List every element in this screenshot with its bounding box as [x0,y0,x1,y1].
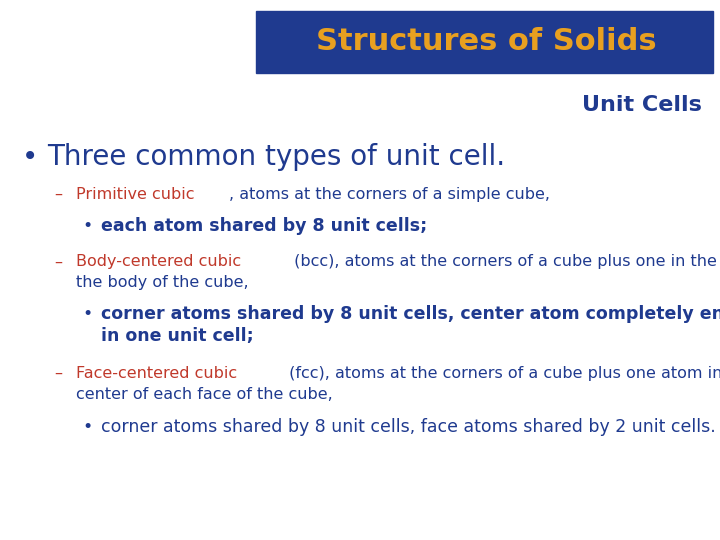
Text: (bcc), atoms at the corners of a cube plus one in the center of: (bcc), atoms at the corners of a cube pl… [289,254,720,269]
Text: the body of the cube,: the body of the cube, [76,275,248,290]
Text: Body-centered cubic: Body-centered cubic [76,254,240,269]
Text: Face-centered cubic: Face-centered cubic [76,366,237,381]
Text: corner atoms shared by 8 unit cells, face atoms shared by 2 unit cells.: corner atoms shared by 8 unit cells, fac… [101,417,716,436]
Text: corner atoms shared by 8 unit cells, center atom completely enclosed: corner atoms shared by 8 unit cells, cen… [101,305,720,323]
Text: Primitive cubic: Primitive cubic [76,187,194,202]
FancyBboxPatch shape [256,11,713,73]
Text: each atom shared by 8 unit cells;: each atom shared by 8 unit cells; [101,217,427,235]
Text: , atoms at the corners of a simple cube,: , atoms at the corners of a simple cube, [228,187,549,202]
Text: •: • [83,417,93,436]
Text: •: • [83,217,93,235]
Text: •: • [22,143,38,171]
Text: –: – [54,254,62,269]
Text: •: • [83,305,93,323]
Text: Three common types of unit cell.: Three common types of unit cell. [47,143,505,171]
Text: center of each face of the cube,: center of each face of the cube, [76,387,333,402]
Text: –: – [54,187,62,202]
Text: in one unit cell;: in one unit cell; [101,327,253,345]
Text: (fcc), atoms at the corners of a cube plus one atom in the: (fcc), atoms at the corners of a cube pl… [284,366,720,381]
Text: –: – [54,366,62,381]
Text: Structures of Solids: Structures of Solids [315,27,657,56]
Text: Unit Cells: Unit Cells [582,95,702,116]
